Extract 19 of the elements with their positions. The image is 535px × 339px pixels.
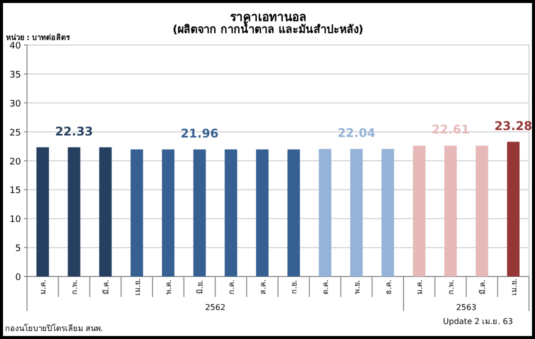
data-label: 22.04	[337, 126, 376, 140]
text: 2563	[456, 303, 476, 312]
y-tick-label: 30	[10, 99, 22, 110]
data-label: 21.96	[180, 126, 219, 140]
data-label: 22.33	[55, 124, 94, 138]
y-tick-label: 40	[10, 42, 22, 52]
y-tick-label: 25	[10, 128, 21, 138]
data-label: 23.28	[494, 118, 532, 133]
chart-subtitle: (ผลิตจาก กากน้ำตาล และมันสำปะหลัง)	[172, 21, 364, 36]
y-tick-label: 5	[15, 244, 21, 254]
y-tick-label: 15	[10, 186, 21, 196]
data-label: 22.61	[432, 122, 470, 137]
y-tick-label: 0	[15, 273, 22, 283]
text: 2562	[205, 303, 226, 312]
y-tick-label: 35	[10, 70, 21, 80]
text: กองนโยบายปิโตรเลียม สนพ.	[5, 323, 104, 333]
text: Update 2 เม.ย. 63	[443, 317, 513, 326]
y-tick-label: 20	[10, 157, 22, 168]
y-tick-label: 10	[10, 215, 22, 226]
